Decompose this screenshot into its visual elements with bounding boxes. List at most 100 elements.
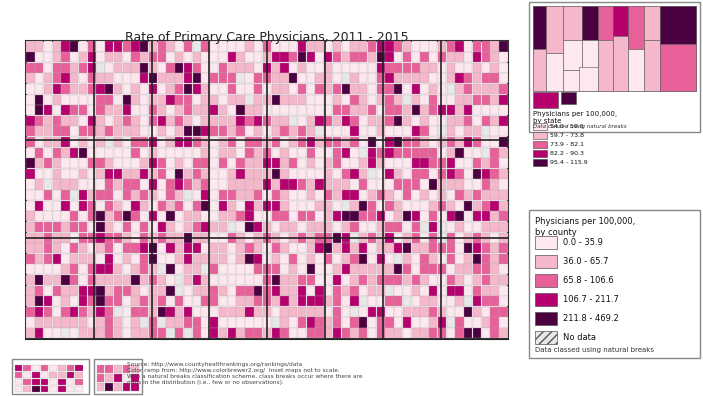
Bar xyxy=(79,275,87,285)
Bar xyxy=(70,148,78,158)
Bar xyxy=(193,126,201,137)
Bar xyxy=(333,318,341,327)
Bar xyxy=(316,201,323,211)
Bar xyxy=(429,265,437,274)
Bar xyxy=(122,73,131,84)
Bar xyxy=(167,275,175,285)
Bar xyxy=(61,307,70,317)
Bar xyxy=(44,158,52,168)
Bar xyxy=(368,232,376,243)
Bar xyxy=(35,84,44,94)
Bar xyxy=(53,275,61,285)
Bar xyxy=(131,374,139,382)
Bar xyxy=(210,42,219,51)
Bar xyxy=(385,222,394,232)
Bar xyxy=(140,222,148,232)
Bar xyxy=(44,95,52,105)
Bar xyxy=(316,265,323,274)
Bar xyxy=(271,318,280,327)
Bar xyxy=(26,158,34,168)
Bar xyxy=(377,232,385,243)
Bar xyxy=(105,169,113,179)
Bar xyxy=(167,211,175,221)
Bar xyxy=(96,286,105,296)
Bar xyxy=(491,190,498,200)
Bar xyxy=(499,137,508,147)
Bar xyxy=(420,105,429,115)
Bar xyxy=(114,148,122,158)
Bar xyxy=(228,148,236,158)
Bar xyxy=(105,105,113,115)
Bar xyxy=(210,63,219,73)
Bar xyxy=(429,243,437,253)
Bar xyxy=(140,318,148,327)
Bar xyxy=(67,386,75,392)
Bar xyxy=(491,254,498,264)
Bar xyxy=(167,307,175,317)
Bar xyxy=(280,307,288,317)
Bar xyxy=(350,126,359,137)
Bar xyxy=(88,265,96,274)
Bar xyxy=(271,222,280,232)
Bar xyxy=(385,95,394,105)
Bar xyxy=(122,179,131,190)
Bar xyxy=(122,265,131,274)
Bar xyxy=(316,158,323,168)
Bar xyxy=(202,158,209,168)
Bar xyxy=(280,116,288,126)
Bar xyxy=(368,158,376,168)
Bar xyxy=(228,137,236,147)
Bar xyxy=(53,42,61,51)
Bar xyxy=(149,243,157,253)
Bar xyxy=(412,275,420,285)
Bar xyxy=(499,95,508,105)
Bar xyxy=(491,265,498,274)
Bar xyxy=(499,201,508,211)
Bar xyxy=(202,116,209,126)
Bar xyxy=(350,328,359,338)
Bar xyxy=(157,137,166,147)
Bar xyxy=(184,116,192,126)
Bar xyxy=(44,318,52,327)
Bar xyxy=(105,211,113,221)
Bar xyxy=(316,254,323,264)
Bar xyxy=(140,286,148,296)
Bar xyxy=(202,179,209,190)
Bar xyxy=(157,286,166,296)
Bar xyxy=(482,254,490,264)
Bar xyxy=(184,211,192,221)
Bar xyxy=(254,296,262,307)
Bar xyxy=(446,307,455,317)
Bar xyxy=(175,275,183,285)
Bar xyxy=(271,307,280,317)
Bar xyxy=(96,95,105,105)
Bar xyxy=(263,265,271,274)
Bar xyxy=(202,52,209,62)
Bar xyxy=(157,126,166,137)
Bar xyxy=(324,84,333,94)
Bar xyxy=(394,275,402,285)
Bar xyxy=(228,158,236,168)
Bar xyxy=(175,211,183,221)
Bar xyxy=(316,275,323,285)
Bar xyxy=(473,52,482,62)
Bar xyxy=(289,73,297,84)
Bar xyxy=(26,148,34,158)
Bar xyxy=(157,158,166,168)
Bar xyxy=(298,116,306,126)
Bar xyxy=(429,211,437,221)
Bar xyxy=(316,243,323,253)
Bar xyxy=(271,179,280,190)
Bar xyxy=(210,190,219,200)
Bar xyxy=(202,63,209,73)
Text: 106.7 - 211.7: 106.7 - 211.7 xyxy=(563,295,619,304)
Text: 0.0 - 35.9: 0.0 - 35.9 xyxy=(563,238,603,247)
Bar xyxy=(70,328,78,338)
Bar xyxy=(280,286,288,296)
Bar xyxy=(491,307,498,317)
Bar xyxy=(131,190,140,200)
Bar xyxy=(438,201,446,211)
Bar xyxy=(420,73,429,84)
Bar xyxy=(429,179,437,190)
Bar xyxy=(219,190,227,200)
